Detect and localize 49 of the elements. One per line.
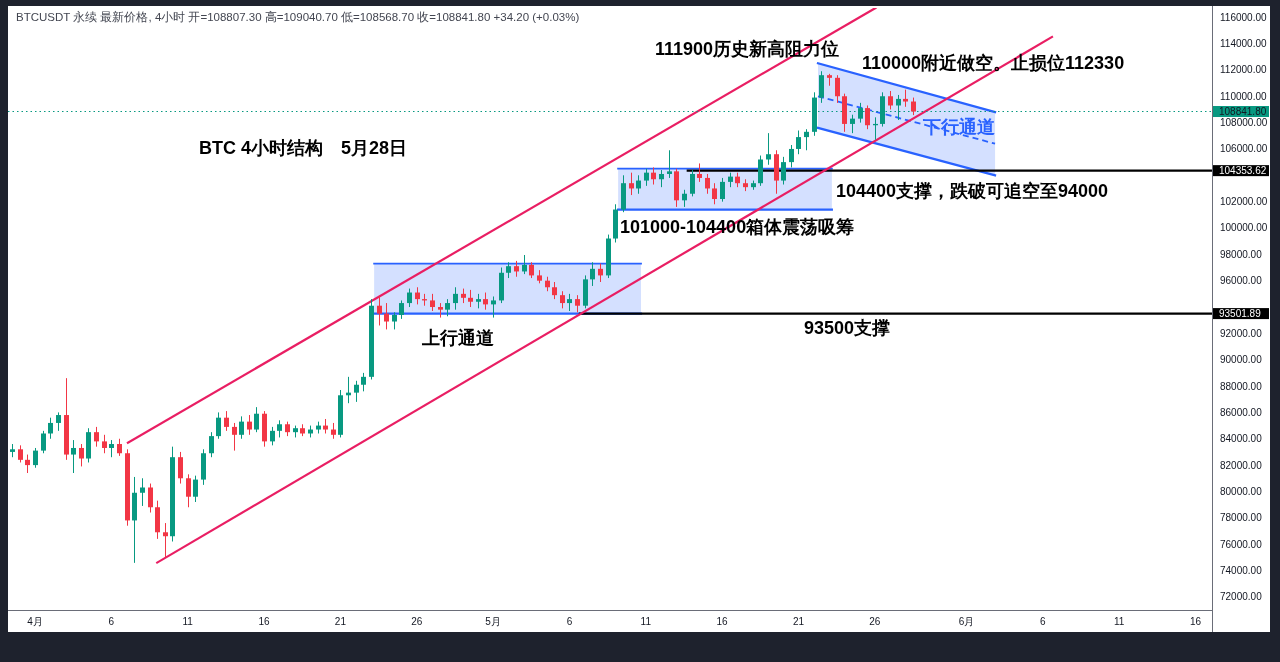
- annotation: 111900历史新高阻力位: [655, 39, 840, 59]
- annotation: 110000附近做空。止损位112330: [862, 53, 1125, 73]
- x-tick-label: 6: [566, 615, 573, 627]
- x-tick-label: 21: [792, 615, 805, 627]
- y-tick-label: 100000.00: [1220, 222, 1268, 234]
- x-tick-label: 16: [1189, 615, 1201, 627]
- y-tick-label: 96000.00: [1220, 275, 1262, 287]
- value-label: 104353.62: [1213, 165, 1269, 177]
- ref-line-label: 108841.80: [1219, 106, 1267, 118]
- x-tick-label: 11: [640, 615, 651, 627]
- y-tick-label: 74000.00: [1220, 565, 1262, 576]
- x-tick-label: 5月: [485, 615, 501, 627]
- subtitle: BTCUSDT 永续 最新价格, 4小时 开=108807.30 高=109040.70 低=108568.70 收=108841.80 +34.20 (+0.03%): [16, 11, 580, 23]
- x-tick-label: 16: [716, 615, 728, 627]
- y-tick-label: 112000.00: [1220, 64, 1267, 76]
- y-tick-label: 102000.00: [1220, 196, 1268, 208]
- y-tick-label: 86000.00: [1220, 406, 1262, 418]
- y-tick-label: 108000.00: [1220, 117, 1268, 129]
- title: BTC 4小时结构 5月28日: [199, 138, 408, 158]
- x-tick-label: 16: [258, 615, 270, 627]
- x-tick-label: 11: [1113, 615, 1125, 627]
- y-tick-label: 88000.00: [1220, 380, 1262, 392]
- y-tick-label: 76000.00: [1220, 538, 1262, 550]
- y-tick-label: 82000.00: [1220, 459, 1262, 471]
- y-tick-label: 92000.00: [1220, 327, 1262, 339]
- x-tick-label: 26: [869, 615, 881, 627]
- annotation: 93500支撑: [804, 318, 891, 338]
- y-tick-label: 98000.00: [1220, 248, 1262, 260]
- ref-line-label: 108841.80: [1213, 106, 1269, 117]
- y-tick-label: 106000.00: [1220, 143, 1268, 155]
- y-tick-label: 72000.00: [1220, 591, 1262, 603]
- annotation: 上行通道: [422, 328, 494, 348]
- y-tick-label: 110000.00: [1220, 90, 1267, 102]
- x-tick-label: 6: [1040, 615, 1046, 627]
- data-label: 93501.89: [1219, 308, 1262, 320]
- x-tick-label: 21: [334, 615, 346, 627]
- x-tick-label: 6月: [958, 615, 975, 627]
- x-tick-label: 6: [108, 615, 115, 627]
- x-tick-label: 11: [182, 615, 193, 627]
- y-tick-label: 78000.00: [1220, 512, 1262, 524]
- y-tick-label: 80000.00: [1220, 485, 1262, 497]
- y-tick-label: 84000.00: [1220, 433, 1262, 445]
- y-tick-label: 114000.00: [1220, 38, 1267, 50]
- annotation: 104400支撑，跌破可追空至94000: [836, 181, 1109, 202]
- value-label: 93501.89: [1213, 308, 1269, 320]
- y-tick-label: 90000.00: [1220, 354, 1262, 366]
- x-tick-label: 4月: [27, 615, 43, 627]
- y-tick-label: 116000.00: [1220, 11, 1267, 23]
- x-tick-label: 26: [411, 615, 423, 627]
